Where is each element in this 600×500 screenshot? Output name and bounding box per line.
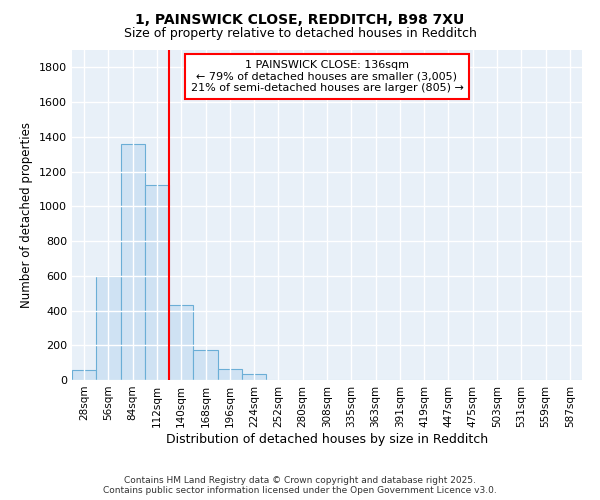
X-axis label: Distribution of detached houses by size in Redditch: Distribution of detached houses by size …	[166, 432, 488, 446]
Bar	[121, 144, 145, 380]
Text: Contains HM Land Registry data © Crown copyright and database right 2025.
Contai: Contains HM Land Registry data © Crown c…	[103, 476, 497, 495]
Text: 1 PAINSWICK CLOSE: 136sqm
← 79% of detached houses are smaller (3,005)
21% of se: 1 PAINSWICK CLOSE: 136sqm ← 79% of detac…	[191, 60, 463, 93]
Y-axis label: Number of detached properties: Number of detached properties	[20, 122, 34, 308]
Bar	[96, 276, 121, 380]
Bar	[169, 306, 193, 380]
Text: 1, PAINSWICK CLOSE, REDDITCH, B98 7XU: 1, PAINSWICK CLOSE, REDDITCH, B98 7XU	[136, 12, 464, 26]
Bar	[218, 368, 242, 380]
Bar	[193, 350, 218, 380]
Text: Size of property relative to detached houses in Redditch: Size of property relative to detached ho…	[124, 28, 476, 40]
Bar	[145, 186, 169, 380]
Bar	[72, 370, 96, 380]
Bar	[242, 374, 266, 380]
